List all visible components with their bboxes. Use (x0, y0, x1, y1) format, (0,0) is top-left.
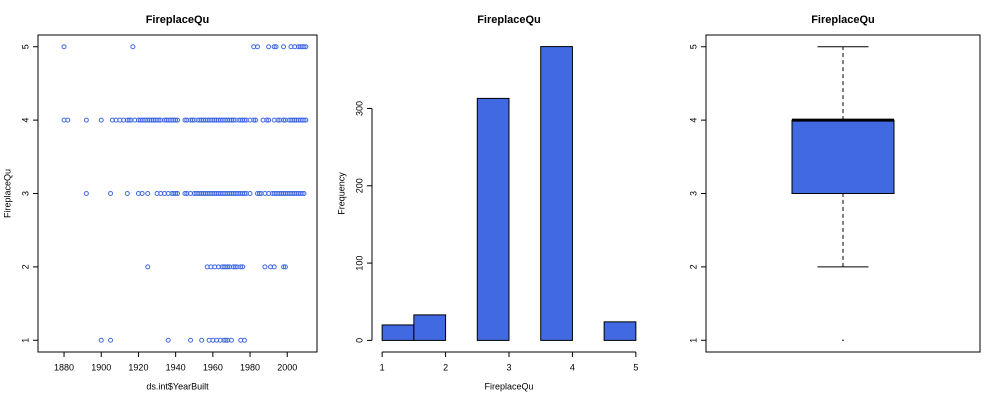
y-tick-label: 3 (20, 191, 30, 196)
point (173, 117, 179, 123)
box (791, 119, 895, 194)
point (240, 264, 246, 270)
point (266, 117, 272, 123)
point (175, 191, 180, 196)
y-axis-label: Frequency (336, 172, 346, 215)
point (282, 264, 288, 270)
point (271, 264, 277, 270)
x-tick-label: 1940 (166, 362, 186, 372)
histogram-bar (381, 324, 415, 341)
y-tick-label: 1 (20, 338, 30, 343)
y-tick-label: 300 (354, 101, 364, 116)
y-axis-label: FireplaceQu (2, 169, 12, 218)
point (264, 117, 270, 123)
y-tick-label: 5 (688, 44, 698, 49)
point (256, 191, 262, 196)
x-tick-label: 1880 (54, 362, 74, 372)
point (273, 44, 279, 50)
x-tick-label: 1900 (91, 362, 111, 372)
point (253, 117, 259, 123)
point (241, 117, 247, 123)
x-tick-label: 1 (380, 362, 385, 372)
x-tick-label: 1920 (128, 362, 148, 372)
y-tick-label: 4 (688, 118, 698, 123)
point (189, 117, 195, 123)
y-tick-label: 0 (354, 338, 364, 343)
point (247, 191, 253, 196)
point (83, 117, 89, 123)
x-tick-label: 3 (506, 362, 511, 372)
point (225, 264, 231, 270)
point (61, 44, 67, 50)
histogram-bar (413, 314, 447, 341)
point (165, 337, 171, 343)
point (145, 191, 151, 196)
point (262, 264, 268, 270)
point (303, 44, 309, 50)
point (173, 191, 179, 196)
y-tick-label: 100 (354, 256, 364, 271)
point (108, 337, 114, 343)
point (251, 117, 257, 123)
point (145, 264, 151, 270)
chart-title: FireplaceQu (146, 14, 210, 26)
point (281, 117, 287, 123)
point (238, 264, 244, 270)
chart-title: FireplaceQu (811, 14, 875, 26)
y-tick-label: 2 (20, 264, 30, 269)
x-tick-label: 4 (570, 362, 575, 372)
x-tick-label: 5 (633, 362, 638, 372)
point (188, 337, 194, 343)
x-tick-label: 1980 (240, 362, 260, 372)
chart-title: FireplaceQu (477, 14, 541, 26)
point (98, 337, 104, 343)
point (156, 117, 162, 123)
point (254, 44, 260, 50)
x-tick-label: 1960 (203, 362, 223, 372)
histogram-bar (540, 46, 573, 341)
point (303, 117, 309, 123)
y-tick-label: 4 (20, 118, 30, 123)
point (228, 337, 234, 343)
y-tick-label: 2 (688, 264, 698, 269)
point (126, 117, 132, 123)
point (83, 191, 89, 196)
point (241, 337, 247, 343)
point (301, 44, 307, 50)
point (301, 117, 307, 123)
point (182, 117, 188, 123)
point (241, 191, 247, 196)
point (199, 337, 205, 343)
point (223, 337, 229, 343)
point (299, 191, 305, 196)
y-tick-label: 3 (688, 191, 698, 196)
histogram-bar (476, 97, 510, 341)
point (281, 264, 287, 270)
x-axis-label: ds.int$YearBuilt (146, 381, 209, 391)
point (271, 44, 277, 50)
point (281, 44, 287, 50)
y-tick-label: 200 (354, 178, 364, 193)
point (266, 44, 272, 50)
y-tick-label: 1 (688, 338, 698, 343)
point (175, 117, 180, 123)
point (130, 44, 136, 50)
y-tick-label: 5 (20, 44, 30, 49)
point (230, 117, 236, 123)
x-tick-label: 2 (443, 362, 448, 372)
histogram-bar (603, 321, 637, 341)
point (98, 117, 104, 123)
point (275, 117, 281, 123)
point (139, 191, 145, 196)
point (301, 191, 307, 196)
x-tick-label: 2000 (277, 362, 297, 372)
point (65, 117, 71, 123)
outlier (842, 339, 844, 342)
point (124, 191, 130, 196)
point (182, 191, 188, 196)
point (232, 264, 238, 270)
x-axis-label: FireplaceQu (484, 381, 533, 391)
point (108, 191, 114, 196)
